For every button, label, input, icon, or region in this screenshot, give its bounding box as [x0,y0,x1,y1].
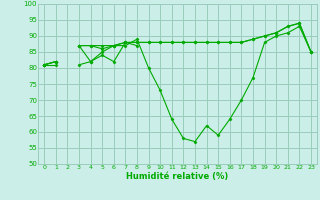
X-axis label: Humidité relative (%): Humidité relative (%) [126,172,229,181]
